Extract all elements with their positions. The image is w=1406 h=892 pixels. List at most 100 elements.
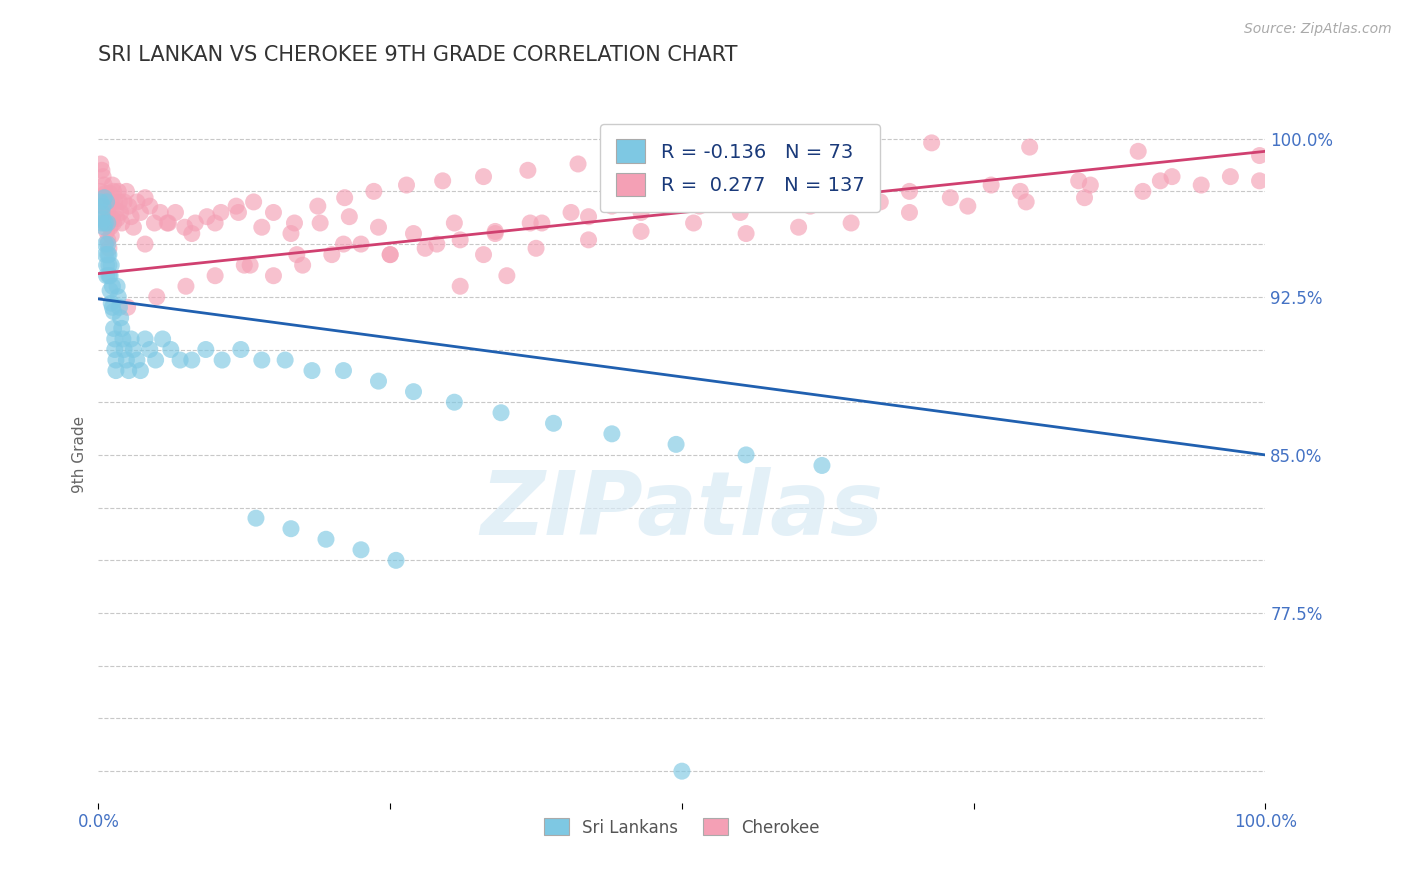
Point: [332, 363, 354, 377]
Point: [630, 224, 652, 238]
Point: [204, 268, 226, 283]
Point: [1018, 140, 1040, 154]
Point: [96, 224, 118, 238]
Point: [97, 203, 120, 218]
Text: SRI LANKAN VS CHEROKEE 9TH GRADE CORRELATION CHART: SRI LANKAN VS CHEROKEE 9TH GRADE CORRELA…: [98, 45, 738, 64]
Point: [519, 216, 541, 230]
Point: [600, 199, 623, 213]
Point: [647, 191, 669, 205]
Point: [101, 178, 124, 192]
Point: [799, 199, 821, 213]
Point: [484, 224, 506, 238]
Point: [233, 258, 256, 272]
Point: [752, 194, 775, 209]
Point: [103, 185, 125, 199]
Point: [125, 353, 148, 368]
Point: [91, 199, 114, 213]
Point: [100, 228, 122, 243]
Point: [94, 186, 117, 201]
Point: [91, 169, 114, 184]
Point: [165, 205, 187, 219]
Point: [112, 194, 135, 209]
Point: [100, 296, 122, 310]
Point: [104, 332, 127, 346]
Point: [129, 205, 152, 219]
Point: [921, 136, 943, 150]
Point: [402, 227, 425, 241]
Point: [90, 194, 112, 209]
Point: [120, 210, 142, 224]
Point: [665, 437, 688, 451]
Point: [97, 211, 120, 226]
Point: [111, 321, 134, 335]
Point: [735, 448, 758, 462]
Point: [283, 216, 305, 230]
Point: [107, 185, 129, 199]
Point: [787, 220, 810, 235]
Point: [245, 511, 267, 525]
Point: [363, 185, 385, 199]
Point: [97, 241, 120, 255]
Point: [108, 301, 131, 315]
Point: [1189, 178, 1212, 192]
Point: [380, 247, 402, 261]
Point: [578, 233, 600, 247]
Point: [367, 220, 389, 235]
Point: [101, 211, 124, 226]
Point: [682, 216, 704, 230]
Point: [97, 216, 120, 230]
Point: [111, 216, 134, 230]
Point: [489, 406, 512, 420]
Point: [1080, 178, 1102, 192]
Point: [100, 258, 122, 272]
Point: [180, 227, 202, 241]
Point: [93, 220, 115, 235]
Point: [104, 343, 127, 357]
Point: [96, 258, 118, 272]
Point: [426, 237, 449, 252]
Point: [956, 199, 979, 213]
Point: [108, 194, 131, 209]
Point: [204, 216, 226, 230]
Point: [449, 279, 471, 293]
Point: [262, 268, 284, 283]
Point: [209, 205, 232, 219]
Point: [443, 216, 465, 230]
Point: [91, 199, 114, 213]
Point: [367, 374, 389, 388]
Point: [939, 191, 962, 205]
Point: [145, 353, 167, 368]
Point: [839, 216, 862, 230]
Point: [307, 199, 329, 213]
Point: [600, 426, 623, 441]
Point: [93, 208, 115, 222]
Point: [105, 211, 128, 226]
Point: [380, 247, 402, 261]
Point: [174, 279, 197, 293]
Point: [125, 194, 148, 209]
Point: [104, 363, 127, 377]
Point: [97, 237, 120, 252]
Point: [301, 363, 323, 377]
Point: [413, 241, 436, 255]
Point: [90, 216, 112, 230]
Point: [1132, 185, 1154, 199]
Point: [98, 186, 121, 201]
Point: [228, 205, 250, 219]
Point: [90, 205, 112, 219]
Point: [120, 332, 142, 346]
Point: [97, 258, 120, 272]
Point: [93, 178, 115, 192]
Point: [472, 247, 495, 261]
Point: [332, 237, 354, 252]
Point: [98, 220, 121, 235]
Point: [730, 205, 752, 219]
Point: [97, 268, 120, 283]
Point: [122, 343, 145, 357]
Point: [1149, 174, 1171, 188]
Point: [530, 216, 553, 230]
Point: [472, 169, 495, 184]
Point: [101, 279, 124, 293]
Point: [516, 163, 538, 178]
Point: [385, 553, 408, 567]
